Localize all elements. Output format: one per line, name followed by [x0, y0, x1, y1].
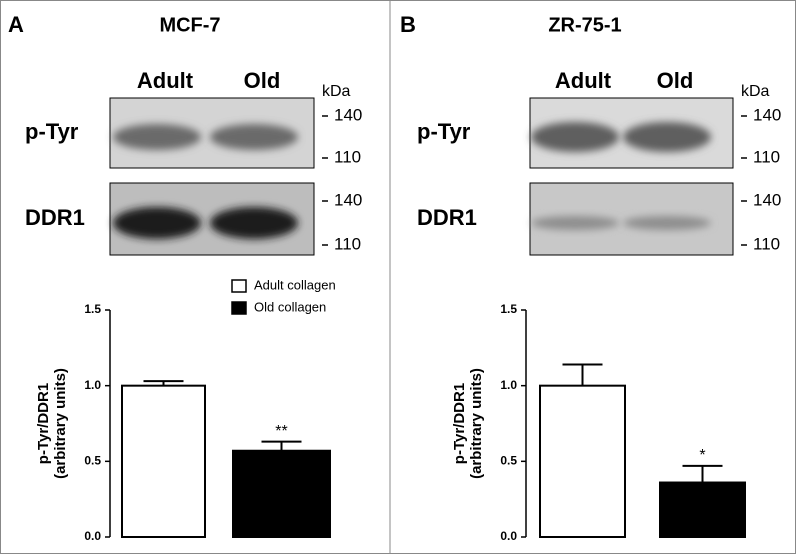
bar: [659, 481, 746, 538]
size-marker: 140: [753, 105, 781, 124]
significance: *: [699, 447, 705, 464]
size-marker: 140: [334, 190, 362, 209]
legend-swatch: [231, 301, 247, 315]
row-label: p-Tyr: [25, 119, 79, 144]
bar: [121, 384, 206, 538]
lane-label: Adult: [137, 68, 194, 93]
y-tick-label: 0.5: [84, 454, 101, 468]
y-tick-label: 1.5: [500, 302, 517, 316]
y-tick-label: 1.0: [84, 378, 101, 392]
row-label: DDR1: [25, 205, 85, 230]
band: [210, 124, 298, 150]
y-axis-label: (arbitrary units): [468, 368, 485, 479]
y-axis-label: p-Tyr/DDR1: [451, 383, 468, 464]
size-marker: 110: [753, 147, 780, 166]
legend-label: Old collagen: [254, 299, 326, 314]
size-marker: 140: [334, 105, 362, 124]
y-tick-label: 0.0: [500, 529, 517, 543]
band: [623, 216, 711, 230]
chart-title: ZR-75-1: [548, 14, 621, 36]
y-tick-label: 0.5: [500, 454, 517, 468]
chart-title: MCF-7: [159, 14, 220, 36]
significance: **: [275, 423, 287, 440]
lane-label: Old: [657, 68, 694, 93]
band: [113, 207, 201, 239]
lane-label: Adult: [555, 68, 612, 93]
lane-label: Old: [244, 68, 281, 93]
y-tick-label: 0.0: [84, 529, 101, 543]
y-axis-label: p-Tyr/DDR1: [35, 383, 52, 464]
band: [113, 124, 201, 150]
bar: [232, 449, 331, 538]
size-unit: kDa: [322, 83, 351, 100]
panel-label: B: [400, 12, 416, 37]
band: [531, 122, 619, 152]
row-label: p-Tyr: [417, 119, 471, 144]
y-axis-label: (arbitrary units): [52, 368, 69, 479]
legend-label: Adult collagen: [254, 277, 336, 292]
band: [210, 207, 298, 239]
row-label: DDR1: [417, 205, 477, 230]
band: [531, 216, 619, 230]
y-tick-label: 1.5: [84, 302, 101, 316]
size-marker: 110: [334, 147, 361, 166]
legend-swatch: [231, 279, 247, 293]
y-tick-label: 1.0: [500, 378, 517, 392]
panel-label: A: [8, 12, 24, 37]
size-marker: 140: [753, 190, 781, 209]
bar: [539, 384, 626, 538]
band: [623, 122, 711, 152]
size-marker: 110: [753, 234, 780, 253]
size-marker: 110: [334, 234, 361, 253]
size-unit: kDa: [741, 83, 770, 100]
